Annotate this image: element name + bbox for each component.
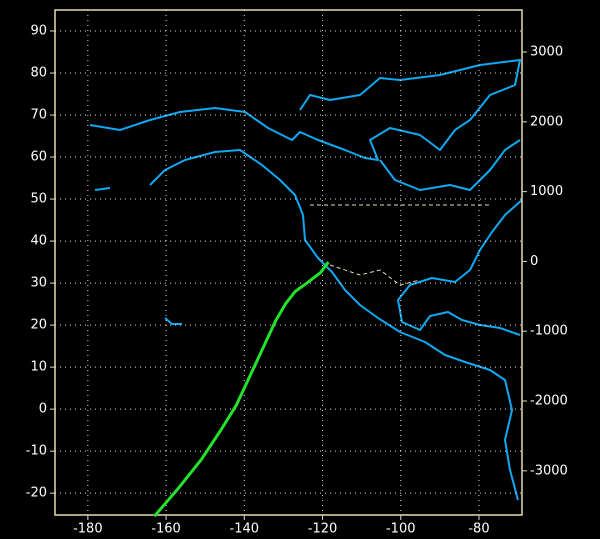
y2-tick-label: 0	[530, 254, 538, 269]
y2-tick-label: 1000	[530, 184, 563, 199]
y-tick-label: 70	[30, 108, 47, 123]
y-tick-label: 50	[30, 192, 47, 207]
coastline	[164, 317, 182, 325]
y-tick-label: 30	[30, 276, 47, 291]
x-tick-label: -160	[151, 522, 181, 537]
x-tick-label: -100	[386, 522, 416, 537]
coastline	[89, 59, 521, 161]
y-tick-label: 40	[30, 234, 47, 249]
x-tick-label: -80	[468, 522, 489, 537]
y-tick-label: 60	[30, 150, 47, 165]
x-tick-label: -140	[230, 522, 260, 537]
y-tick-label: -20	[26, 486, 47, 501]
border	[329, 264, 421, 286]
y2-tick-label: -3000	[530, 463, 568, 478]
y2-tick-label: 3000	[530, 45, 563, 60]
y-tick-label: 20	[30, 318, 47, 333]
y2-tick-label: 2000	[530, 114, 563, 129]
y-tick-label: 80	[30, 66, 47, 81]
y2-tick-label: -2000	[530, 394, 568, 409]
coastline	[149, 149, 519, 501]
y-tick-label: 0	[39, 402, 47, 417]
x-tick-label: -120	[308, 522, 338, 537]
y-tick-label: 10	[30, 360, 47, 375]
coastline	[94, 187, 111, 191]
coastlines	[89, 59, 523, 501]
x-tick-label: -180	[73, 522, 103, 537]
frame	[54, 9, 523, 516]
trajectory	[153, 261, 330, 518]
coastline	[397, 199, 523, 336]
y2-tick-label: -1000	[530, 324, 568, 339]
y-tick-label: -10	[26, 444, 47, 459]
y-tick-label: 90	[30, 24, 47, 39]
coastline	[379, 139, 521, 191]
